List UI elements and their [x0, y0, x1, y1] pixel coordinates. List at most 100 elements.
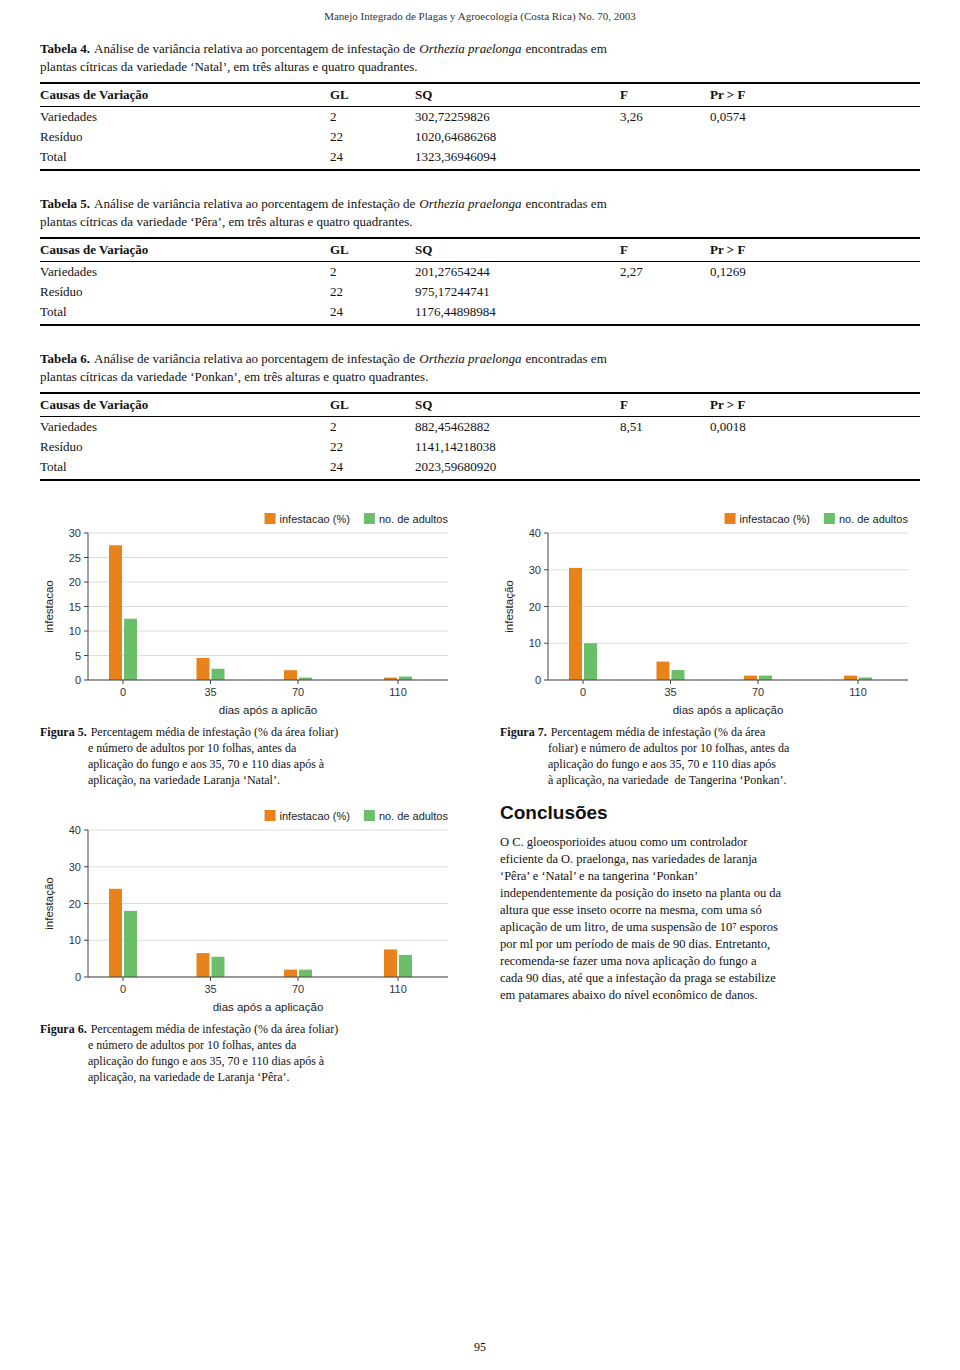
- left-column: 05101520253003570110dias após a aplicãoi…: [40, 505, 460, 1099]
- x-tick: [858, 680, 859, 684]
- y-axis: [88, 533, 89, 680]
- conclusions-line: em patamares abaixo do nível econômico d…: [500, 987, 920, 1004]
- header-cell: SQ: [415, 393, 620, 417]
- bar: [744, 676, 757, 680]
- page-number: 95: [0, 1340, 960, 1355]
- empty-cell: [710, 147, 920, 170]
- y-tick-label: 20: [69, 898, 81, 910]
- caption-line: Figura 5.Percentagem média de infestação…: [40, 724, 460, 740]
- bar: [109, 545, 122, 680]
- title-bold: Tabela 4.: [40, 41, 90, 56]
- grid-line: [88, 533, 448, 534]
- table-title: Tabela 5.Análise de variância relativa a…: [40, 195, 920, 231]
- title-bold: Tabela 6.: [40, 351, 90, 366]
- bar-chart: 01020304003570110dias após a aplicaçãoin…: [500, 505, 920, 720]
- legend-item: infestacao (%): [265, 810, 350, 822]
- table-head: Causas de VariaçãoGLSQFPr > F: [40, 393, 920, 417]
- table-row: Variedades2882,454628828,510,0018: [40, 417, 920, 438]
- legend-item: no. de adultos: [364, 810, 449, 822]
- bar: [672, 670, 685, 680]
- x-tick: [123, 977, 124, 981]
- header-cell: GL: [330, 393, 415, 417]
- x-tick-label: 70: [752, 686, 764, 698]
- x-tick-label: 110: [389, 686, 407, 698]
- empty-cell: [710, 302, 920, 325]
- col: [620, 238, 710, 325]
- header-row: Causas de VariaçãoGLSQFPr > F: [40, 238, 920, 262]
- table-cell: 2023,59680920: [415, 457, 620, 480]
- y-tick: [544, 533, 548, 534]
- y-tick: [544, 680, 548, 681]
- x-tick-label: 110: [389, 983, 407, 995]
- table-row: Total241176,44898984: [40, 302, 920, 325]
- legend: infestacao (%) no. de adultos: [265, 513, 449, 525]
- header-cell: F: [620, 393, 710, 417]
- bar: [657, 662, 670, 680]
- y-tick-label: 25: [69, 552, 81, 564]
- grid-line: [548, 680, 908, 681]
- table-head: Causas de VariaçãoGLSQFPr > F: [40, 83, 920, 107]
- legend-label: no. de adultos: [839, 513, 909, 525]
- y-tick-label: 15: [69, 601, 81, 613]
- table-cell: 2: [330, 262, 415, 283]
- y-tick-label: 10: [69, 934, 81, 946]
- x-axis: [88, 977, 448, 978]
- table-row: Variedades2302,722598263,260,0574: [40, 107, 920, 128]
- table-title-line: plantas cítricas da variedade ‘Ponkan’, …: [40, 368, 920, 386]
- x-axis-label: dias após a aplicação: [213, 1001, 324, 1013]
- table-cell: 0,1269: [710, 262, 920, 283]
- y-tick-label: 5: [75, 650, 81, 662]
- grid-line: [88, 940, 448, 941]
- bar: [109, 889, 122, 977]
- y-tick: [84, 582, 88, 583]
- empty-cell: [620, 127, 710, 147]
- caption-bold: Figura 6.: [40, 1022, 87, 1036]
- bar: [299, 970, 312, 977]
- legend-item: infestacao (%): [265, 513, 350, 525]
- x-tick-label: 110: [849, 686, 867, 698]
- bar: [212, 669, 225, 680]
- empty-cell: [620, 282, 710, 302]
- empty-cell: [710, 127, 920, 147]
- bar: [197, 658, 210, 680]
- y-tick: [84, 903, 88, 904]
- legend-item: no. de adultos: [364, 513, 449, 525]
- bar: [197, 953, 210, 977]
- table-cell: 1176,44898984: [415, 302, 620, 325]
- grid-line: [88, 557, 448, 558]
- table-cell: 2: [330, 107, 415, 128]
- bar-chart: 05101520253003570110dias após a aplicãoi…: [40, 505, 460, 720]
- y-tick-label: 0: [535, 674, 541, 686]
- bar: [399, 955, 412, 977]
- x-axis-label: dias após a aplicação: [673, 704, 784, 716]
- y-axis-label: infestacao: [43, 580, 55, 632]
- header-cell: GL: [330, 238, 415, 262]
- x-axis-label: dias após a aplicão: [219, 704, 317, 716]
- title-italic: Orthezia praelonga: [419, 196, 521, 211]
- legend: infestacao (%) no. de adultos: [265, 810, 449, 822]
- figure: 01020304003570110dias após a aplicaçãoin…: [500, 505, 920, 788]
- table-row: Variedades2201,276542442,270,1269: [40, 262, 920, 283]
- table-cell: 8,51: [620, 417, 710, 438]
- table-cell: 302,72259826: [415, 107, 620, 128]
- y-tick-label: 30: [69, 861, 81, 873]
- bar: [384, 949, 397, 977]
- grid-line: [88, 606, 448, 607]
- table-cell: 24: [330, 457, 415, 480]
- x-tick-label: 70: [292, 686, 304, 698]
- table-cell: Total: [40, 302, 330, 325]
- conclusions-line: altura que esse inseto ocorre na mesma, …: [500, 902, 920, 919]
- y-tick: [84, 866, 88, 867]
- table-title: Tabela 4.Análise de variância relativa a…: [40, 40, 920, 76]
- title-bold: Tabela 5.: [40, 196, 90, 211]
- table-row: Resíduo22975,17244741: [40, 282, 920, 302]
- x-tick-label: 0: [580, 686, 586, 698]
- right-column: 01020304003570110dias após a aplicaçãoin…: [500, 505, 920, 1099]
- table-cell: Resíduo: [40, 437, 330, 457]
- caption: Figura 5.Percentagem média de infestação…: [40, 724, 460, 788]
- table-body: Variedades2302,722598263,260,0574Resíduo…: [40, 107, 920, 171]
- conclusions-line: ‘Pêra’ e ‘Natal’ e na tangerina ‘Ponkan’: [500, 868, 920, 885]
- caption-line: foliar) e número de adultos por 10 folha…: [500, 740, 920, 756]
- legend-swatch: [364, 513, 375, 524]
- y-tick: [84, 631, 88, 632]
